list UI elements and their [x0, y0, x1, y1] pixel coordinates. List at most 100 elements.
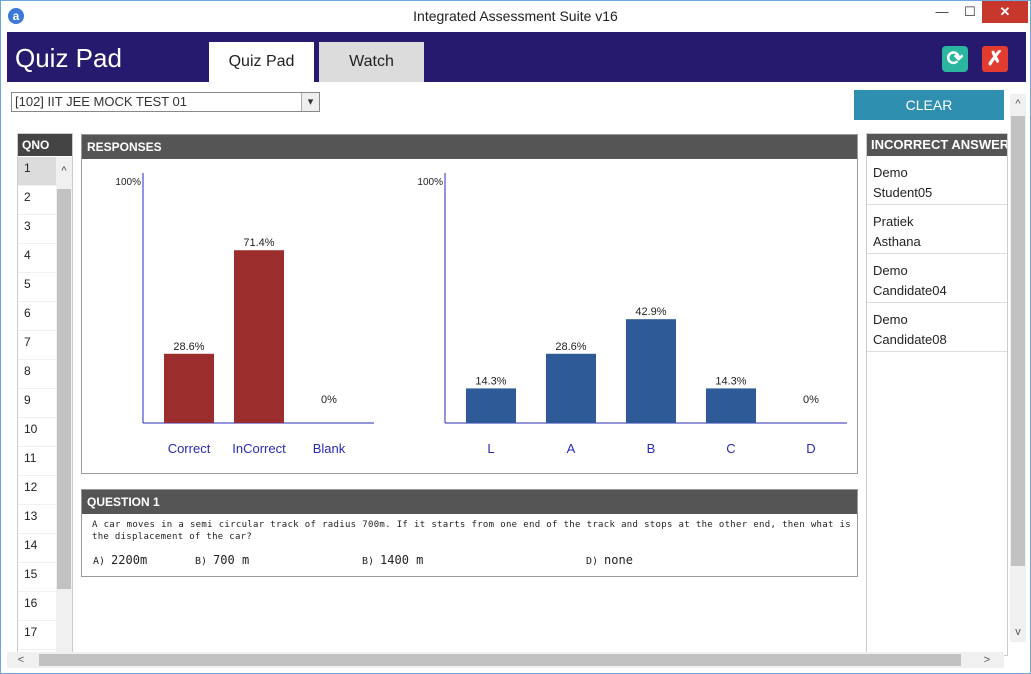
test-select-value: [102] IIT JEE MOCK TEST 01: [15, 94, 187, 109]
response-type-chart: 100% 28.6% Correct 71.4% InCorrect 0% Blank: [115, 173, 374, 456]
option-label: D): [586, 556, 599, 567]
option-value: none: [604, 553, 633, 567]
option-choice-chart: 100% 14.3% L 28.6% A 42.9% B 14.3% C 0% D: [417, 173, 847, 456]
chart-bar: [164, 353, 214, 423]
student-last-name: Candidate08: [873, 332, 947, 347]
student-item[interactable]: Demo Candidate08: [867, 303, 1007, 352]
qno-item[interactable]: 5: [18, 273, 56, 302]
chart-value-label: 14.3%: [475, 375, 506, 387]
qno-item[interactable]: 1: [18, 157, 56, 186]
scroll-thumb[interactable]: [57, 189, 71, 589]
responses-header: RESPONSES: [82, 135, 857, 159]
qno-item[interactable]: 13: [18, 505, 56, 534]
option-d[interactable]: D) none: [586, 553, 633, 567]
chart-category-label: InCorrect: [232, 441, 286, 456]
option-b[interactable]: B) 700 m: [195, 553, 249, 567]
qno-item[interactable]: 15: [18, 563, 56, 592]
qno-item[interactable]: 11: [18, 447, 56, 476]
question-text: A car moves in a semi circular track of …: [92, 520, 851, 542]
student-last-name: Candidate04: [873, 283, 947, 298]
chart-category-label: B: [647, 441, 656, 456]
student-item[interactable]: Demo Candidate04: [867, 254, 1007, 303]
chart-category-label: Correct: [168, 441, 211, 456]
qno-item[interactable]: 7: [18, 331, 56, 360]
qno-item[interactable]: 3: [18, 215, 56, 244]
student-last-name: Student05: [873, 185, 933, 200]
scroll-up-icon[interactable]: ^: [61, 165, 67, 177]
student-first-name: Demo: [873, 165, 908, 180]
app-logo-icon: a: [8, 8, 24, 24]
chart-y-max-label: 100%: [115, 177, 141, 188]
chart-bar: [546, 353, 596, 423]
minimize-button[interactable]: —: [935, 4, 949, 19]
option-c[interactable]: B) 1400 m: [362, 553, 423, 567]
chart-category-label: Blank: [313, 441, 346, 456]
option-value: 700 m: [213, 553, 250, 567]
qno-item[interactable]: 6: [18, 302, 56, 331]
qno-item[interactable]: 10: [18, 418, 56, 447]
qno-item[interactable]: 16: [18, 592, 56, 621]
qno-item[interactable]: 17: [18, 621, 56, 650]
qno-scrollbar[interactable]: ^: [56, 157, 72, 655]
student-first-name: Pratiek: [873, 214, 914, 229]
chart-category-label: L: [487, 441, 494, 456]
scroll-right-icon[interactable]: >: [983, 654, 991, 666]
chevron-down-icon[interactable]: ▾: [301, 93, 319, 111]
title-bar: a Integrated Assessment Suite v16 — ☐ ✕: [1, 1, 1030, 32]
chart-value-label: 14.3%: [715, 375, 746, 387]
responses-panel: RESPONSES 100% 28.6% Correct 71.4% InCorrect…: [81, 134, 858, 474]
scroll-down-icon[interactable]: v: [1015, 626, 1021, 638]
qno-item[interactable]: 14: [18, 534, 56, 563]
app-name: Quiz Pad: [15, 43, 122, 73]
maximize-button[interactable]: ☐: [964, 4, 976, 19]
option-a[interactable]: A) 2200m: [93, 553, 147, 567]
scroll-thumb[interactable]: [1011, 116, 1025, 566]
refresh-icon[interactable]: ⟳: [942, 46, 968, 72]
qno-item[interactable]: 12: [18, 476, 56, 505]
option-label: A): [93, 556, 106, 567]
student-item[interactable]: Pratiek Asthana: [867, 205, 1007, 254]
chart-value-label: 0%: [803, 394, 819, 406]
incorrect-answer-panel: INCORRECT ANSWER Demo Student05 Pratiek …: [866, 133, 1008, 656]
app-header: Quiz Pad Quiz Pad Watch ⟳ ✗: [7, 32, 1026, 82]
student-first-name: Demo: [873, 263, 908, 278]
chart-category-label: A: [567, 441, 576, 456]
student-first-name: Demo: [873, 312, 908, 327]
qno-item[interactable]: 8: [18, 360, 56, 389]
question-header: QUESTION 1: [82, 490, 857, 514]
clear-button[interactable]: CLEAR: [854, 90, 1004, 120]
chart-value-label: 28.6%: [555, 341, 586, 353]
chart-value-label: 28.6%: [173, 341, 204, 353]
chart-value-label: 71.4%: [243, 237, 274, 249]
qno-item[interactable]: 4: [18, 244, 56, 273]
chart-value-label: 42.9%: [635, 306, 666, 318]
tab-quiz-pad[interactable]: Quiz Pad: [209, 42, 314, 82]
student-item[interactable]: Demo Student05: [867, 156, 1007, 205]
close-window-button[interactable]: ✕: [982, 1, 1028, 23]
tab-watch[interactable]: Watch: [319, 42, 424, 82]
chart-bar: [626, 319, 676, 423]
option-value: 1400 m: [380, 553, 424, 567]
chart-bar: [234, 250, 284, 423]
scroll-thumb[interactable]: [39, 654, 961, 666]
test-select-dropdown[interactable]: [102] IIT JEE MOCK TEST 01 ▾: [11, 92, 320, 112]
chart-category-label: D: [806, 441, 815, 456]
qno-item[interactable]: 9: [18, 389, 56, 418]
scroll-up-icon[interactable]: ^: [1015, 98, 1021, 110]
horizontal-scrollbar[interactable]: < >: [7, 652, 1004, 668]
scroll-left-icon[interactable]: <: [17, 654, 25, 666]
option-label: B): [195, 556, 208, 567]
option-value: 2200m: [111, 553, 148, 567]
option-label: B): [362, 556, 375, 567]
qno-panel: QNO 1 2 3 4 5 6 7 8 9 10 11 12 13 14 15 16 17 ^: [17, 133, 73, 656]
exit-icon[interactable]: ✗: [982, 46, 1008, 72]
qno-item[interactable]: 2: [18, 186, 56, 215]
qno-list: 1 2 3 4 5 6 7 8 9 10 11 12 13 14 15 16 17: [18, 157, 56, 650]
student-last-name: Asthana: [873, 234, 921, 249]
main-content: [102] IIT JEE MOCK TEST 01 ▾ CLEAR ^ v Q…: [7, 82, 1026, 656]
vertical-scrollbar[interactable]: ^ v: [1010, 94, 1026, 642]
chart-y-max-label: 100%: [417, 177, 443, 188]
chart-bar: [706, 388, 756, 423]
question-panel: QUESTION 1 A car moves in a semi circula…: [81, 489, 858, 577]
